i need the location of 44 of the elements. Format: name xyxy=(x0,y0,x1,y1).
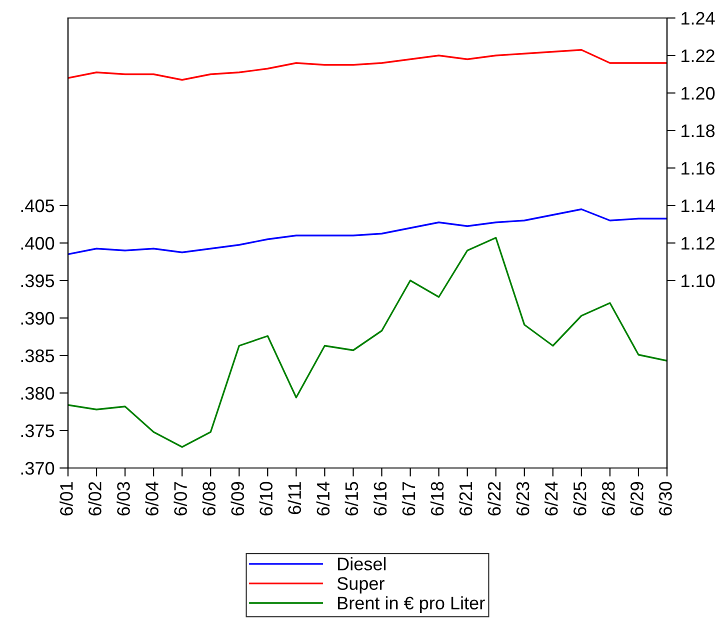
y-tick-label: .370 xyxy=(21,462,54,475)
y-tick-label: .380 xyxy=(21,386,54,400)
y-tick-label: .375 xyxy=(21,424,54,438)
y2-tick-label: 1.20 xyxy=(682,86,715,100)
y-tick-label: .405 xyxy=(21,199,54,212)
y2-tick-label: 1.22 xyxy=(682,49,714,62)
x-tick-label: 6/29 xyxy=(630,482,644,516)
y-tick-label: .390 xyxy=(21,312,54,325)
y2-tick-label: 1.10 xyxy=(682,274,715,288)
x-tick-label: 6/17 xyxy=(402,482,416,516)
x-tick-label: 6/24 xyxy=(544,482,558,516)
y-tick-label: .395 xyxy=(21,274,54,288)
x-tick-label: 6/21 xyxy=(458,482,472,516)
y-tick-label: .385 xyxy=(21,349,54,362)
x-tick-label: 6/11 xyxy=(288,482,302,514)
y2-tick-label: 1.14 xyxy=(682,200,715,212)
y2-tick-label: 1.16 xyxy=(682,162,715,175)
legend-label: Brent in € pro Liter xyxy=(338,596,485,614)
x-tick-label: 6/23 xyxy=(516,482,530,516)
x-tick-label: 6/28 xyxy=(602,482,615,516)
x-tick-label: 6/25 xyxy=(573,482,586,516)
x-tick-label: 6/30 xyxy=(658,482,672,516)
y-tick-label: .400 xyxy=(21,236,54,250)
y2-tick-label: 1.24 xyxy=(682,12,715,25)
x-tick-label: 6/10 xyxy=(259,482,273,516)
y2-tick-label: 1.18 xyxy=(682,124,715,138)
x-tick-label: 6/08 xyxy=(202,482,216,516)
x-tick-label: 6/02 xyxy=(88,482,102,516)
line-series xyxy=(68,236,667,448)
x-tick-label: 6/18 xyxy=(430,482,444,516)
x-tick-label: 6/22 xyxy=(487,482,501,516)
x-tick-label: 6/09 xyxy=(230,482,244,516)
x-tick-label: 6/03 xyxy=(116,482,130,516)
x-tick-label: 6/15 xyxy=(344,482,358,516)
line-series xyxy=(68,208,667,256)
x-tick-label: 6/16 xyxy=(373,482,387,516)
y2-tick-label: 1.12 xyxy=(682,236,714,250)
legend-label: Diesel xyxy=(338,557,386,570)
x-tick-label: 6/14 xyxy=(316,482,330,516)
legend-label: Super xyxy=(337,577,384,594)
x-tick-label: 6/04 xyxy=(145,482,158,516)
x-tick-label: 6/01 xyxy=(60,482,73,516)
x-tick-label: 6/07 xyxy=(174,482,187,516)
line-series xyxy=(68,49,667,81)
